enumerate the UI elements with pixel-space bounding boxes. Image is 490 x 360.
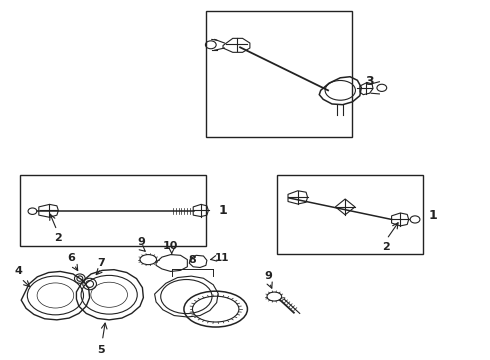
Text: 7: 7 <box>97 258 105 268</box>
Text: 11: 11 <box>215 253 229 263</box>
Text: 2: 2 <box>54 233 62 243</box>
Text: 6: 6 <box>68 253 75 263</box>
Text: 2: 2 <box>382 242 390 252</box>
Text: 3: 3 <box>365 75 373 88</box>
Bar <box>20 175 206 246</box>
Text: 10: 10 <box>163 241 178 251</box>
Text: 4: 4 <box>14 266 22 276</box>
Bar <box>277 175 423 253</box>
Text: 9: 9 <box>265 271 272 281</box>
Text: 8: 8 <box>188 255 196 265</box>
Text: 5: 5 <box>97 345 105 355</box>
Text: 1: 1 <box>218 204 227 217</box>
Bar <box>206 12 352 137</box>
Text: 1: 1 <box>428 210 437 222</box>
Text: 9: 9 <box>138 237 146 247</box>
